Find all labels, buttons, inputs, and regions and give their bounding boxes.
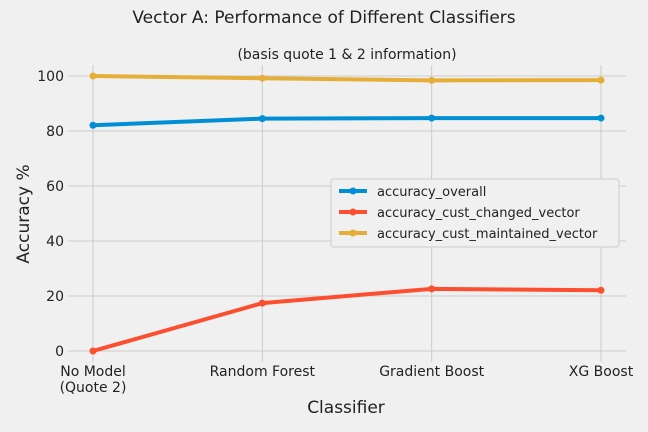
- y-tick-labels: 0 20 40 60 80 100: [37, 69, 64, 360]
- y-tick-label: 100: [37, 69, 64, 85]
- data-point: [597, 286, 605, 294]
- series-line: [91, 286, 603, 353]
- y-tick-label: 20: [46, 289, 64, 305]
- data-point: [89, 121, 97, 129]
- data-point: [428, 76, 436, 84]
- series-accuracy_overall: [89, 114, 605, 129]
- series-accuracy_cust_maintained_vector: [89, 72, 605, 84]
- chart-title: Vector A: Performance of Different Class…: [132, 8, 515, 28]
- data-point: [258, 299, 266, 307]
- legend-label: accuracy_cust_maintained_vector: [377, 227, 598, 242]
- data-point: [258, 115, 266, 123]
- data-point: [428, 285, 436, 293]
- series-line: [91, 74, 603, 83]
- x-tick-label: XG Boost: [569, 364, 634, 380]
- x-axis-label: Classifier: [307, 398, 385, 418]
- x-tick-labels: No Model(Quote 2) Random Forest Gradient B…: [60, 364, 634, 396]
- y-tick-label: 40: [46, 234, 64, 250]
- data-point: [89, 72, 97, 80]
- legend-box: [330, 178, 620, 248]
- legend-swatch-marker: [349, 208, 357, 216]
- y-axis-label: Accuracy %: [14, 164, 34, 263]
- legend-swatch-marker: [349, 229, 357, 237]
- chart-subtitle: (basis quote 1 & 2 information): [237, 47, 456, 63]
- series-lines: [89, 72, 605, 355]
- data-point: [597, 76, 605, 84]
- series-line: [91, 116, 603, 128]
- legend: accuracy_overall accuracy_cust_changed_ve…: [330, 178, 620, 248]
- data-point: [258, 74, 266, 82]
- legend-swatch-marker: [349, 187, 357, 195]
- series-accuracy_cust_changed_vector: [89, 285, 605, 355]
- data-point: [89, 347, 97, 355]
- legend-label: accuracy_cust_changed_vector: [377, 206, 580, 221]
- x-tick-label: Random Forest: [210, 364, 316, 380]
- data-point: [597, 114, 605, 122]
- data-point: [428, 114, 436, 122]
- x-tick-label: Gradient Boost: [379, 364, 484, 380]
- x-tick-label: No Model: [60, 364, 126, 380]
- y-tick-label: 80: [46, 124, 64, 140]
- x-tick-label: (Quote 2): [60, 380, 127, 396]
- y-tick-label: 0: [55, 344, 64, 360]
- legend-label: accuracy_overall: [377, 185, 486, 200]
- y-tick-label: 60: [46, 179, 64, 195]
